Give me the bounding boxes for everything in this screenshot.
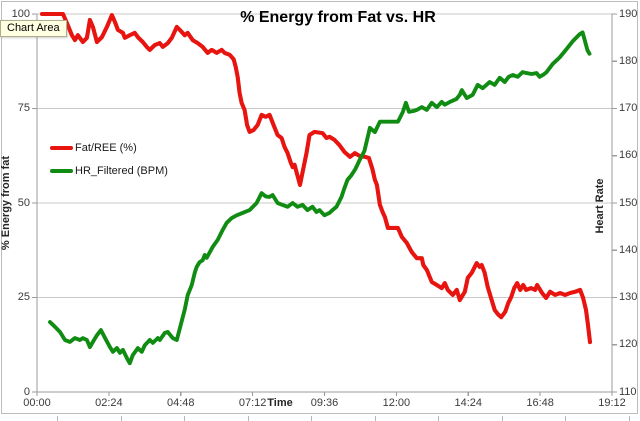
legend: Fat/REE (%) HR_Filtered (BPM)	[50, 140, 168, 178]
worksheet-cell-border	[565, 416, 566, 421]
x-axis-title[interactable]: Time	[267, 397, 293, 409]
x-tick-label: 12:00	[382, 397, 411, 409]
chart-area-tooltip: Chart Area	[0, 20, 67, 37]
worksheet-cell-border	[502, 416, 503, 421]
legend-label-hr-filtered: HR_Filtered (BPM)	[75, 164, 168, 177]
worksheet-cell-border	[311, 416, 312, 421]
left-tick-label: 25	[17, 291, 30, 303]
right-tick-label: 190	[619, 7, 638, 20]
x-tick-label: 19:12	[598, 397, 626, 409]
chart-title[interactable]: % Energy from Fat vs. HR	[240, 9, 436, 26]
worksheet-cell-border	[184, 416, 185, 421]
x-tick-label: 14:24	[454, 397, 483, 409]
right-tick-label: 130	[619, 291, 638, 303]
legend-item-fat-ree[interactable]: Fat/REE (%)	[50, 140, 168, 155]
x-tick-label: 00:00	[23, 397, 51, 409]
x-tick-label: 09:36	[310, 397, 339, 409]
worksheet-cell-border	[438, 416, 439, 421]
series-hr-filtered[interactable]	[48, 30, 592, 366]
series-fat-ree[interactable]	[39, 11, 593, 345]
legend-line-swatch-red	[50, 145, 73, 150]
right-tick-label: 180	[619, 54, 638, 67]
right-tick-label: 120	[619, 338, 638, 351]
worksheet-cell-border	[629, 416, 630, 421]
legend-item-hr-filtered[interactable]: HR_Filtered (BPM)	[50, 163, 168, 178]
worksheet-cell-border	[248, 416, 249, 421]
x-tick-label: 07:12	[238, 397, 267, 409]
right-tick-label: 110	[619, 385, 637, 398]
worksheet-cell-border	[57, 416, 58, 421]
worksheet-cell-border	[121, 416, 122, 421]
left-tick-label: 100	[11, 7, 30, 20]
right-axis-title[interactable]: Heart Rate	[594, 178, 606, 234]
left-tick-label: 0	[23, 385, 30, 398]
right-tick-label: 170	[619, 102, 638, 114]
legend-line-swatch-green	[50, 168, 73, 173]
x-tick-label: 16:48	[526, 397, 554, 409]
right-tick-label: 160	[619, 149, 638, 162]
right-tick-label: 150	[619, 196, 638, 209]
left-tick-label: 50	[17, 196, 30, 209]
worksheet-cell-border	[375, 416, 376, 421]
left-tick-label: 75	[17, 102, 30, 114]
right-tick-label: 140	[619, 243, 638, 256]
x-tick-label: 04:48	[166, 397, 195, 409]
legend-label-fat-ree: Fat/REE (%)	[75, 141, 137, 154]
x-tick-label: 02:24	[95, 397, 123, 409]
